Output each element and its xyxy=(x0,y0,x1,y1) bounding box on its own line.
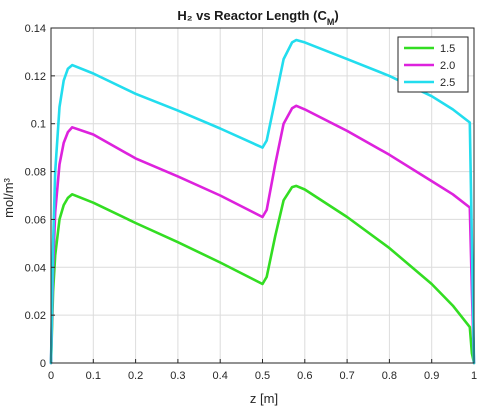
y-tick-label: 0.1 xyxy=(31,119,46,131)
y-tick-label: 0.14 xyxy=(25,23,46,35)
x-tick-label: 0.4 xyxy=(213,370,228,382)
series-line-1.5 xyxy=(49,184,476,365)
legend-label: 2.5 xyxy=(440,77,455,89)
x-tick-label: 0.5 xyxy=(255,370,270,382)
legend: 1.5 2.0 2.5 xyxy=(397,36,469,93)
x-axis-ticks: 0 0.1 0.2 0.3 0.4 0.5 0.6 0.7 0.8 0.9 1 xyxy=(48,359,477,382)
series-line-2.0 xyxy=(49,104,476,365)
y-tick-label: 0.06 xyxy=(25,214,46,226)
legend-label: 1.5 xyxy=(440,43,455,55)
y-tick-label: 0.04 xyxy=(25,262,46,274)
x-axis-label: z [m] xyxy=(250,391,278,406)
x-tick-label: 0.8 xyxy=(382,370,397,382)
x-tick-label: 0 xyxy=(48,370,54,382)
y-tick-label: 0.08 xyxy=(25,167,46,179)
y-tick-label: 0.12 xyxy=(25,71,46,83)
legend-label: 2.0 xyxy=(440,60,455,72)
y-axis-ticks: 0 0.02 0.04 0.06 0.08 0.1 0.12 0.14 xyxy=(25,23,55,370)
x-tick-label: 0.6 xyxy=(297,370,312,382)
x-tick-label: 0.2 xyxy=(128,370,143,382)
x-tick-label: 1 xyxy=(471,370,477,382)
y-axis-label: mol/m³ xyxy=(1,177,16,217)
x-tick-label: 0.1 xyxy=(86,370,101,382)
y-tick-label: 0 xyxy=(40,358,46,370)
x-tick-label: 0.7 xyxy=(339,370,354,382)
chart-title: H₂ vs Reactor Length (CM) xyxy=(177,8,338,27)
x-tick-label: 0.3 xyxy=(170,370,185,382)
series-lines xyxy=(49,38,476,365)
series-line-2.5 xyxy=(49,38,476,365)
x-tick-label: 0.9 xyxy=(424,370,439,382)
y-tick-label: 0.02 xyxy=(25,310,46,322)
